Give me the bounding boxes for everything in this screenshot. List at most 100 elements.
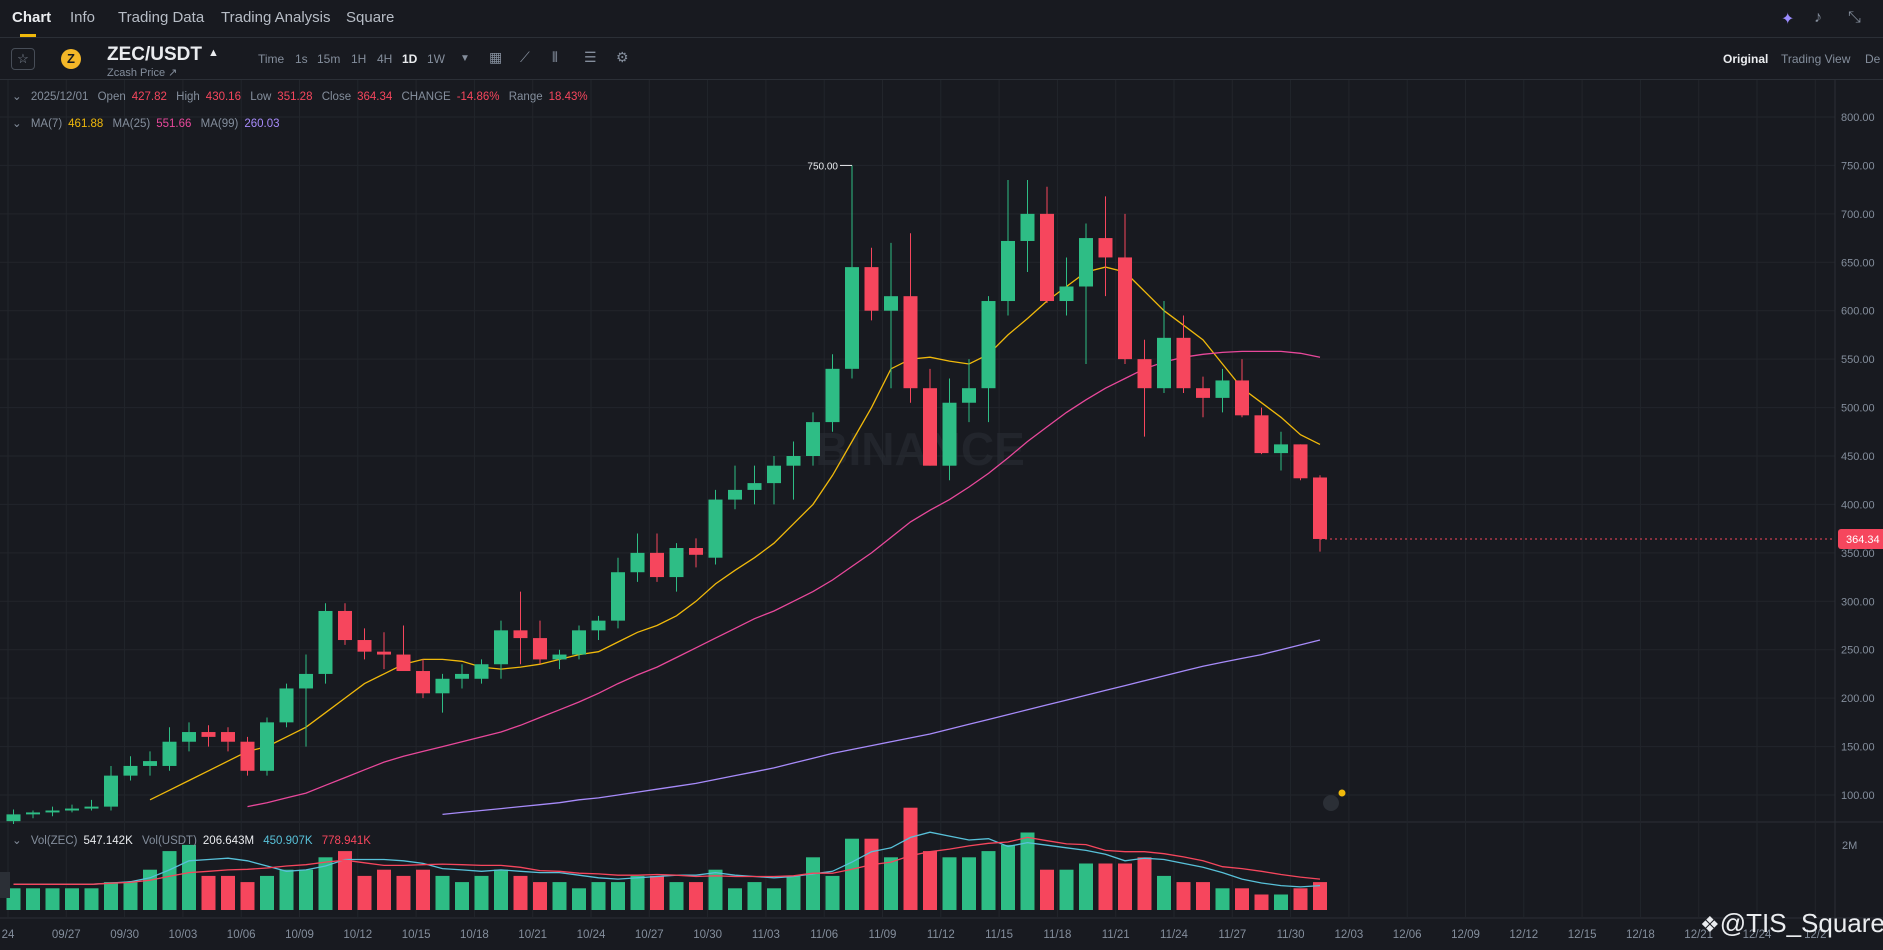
- timeframe-1h[interactable]: 1H: [351, 52, 367, 66]
- timeframe-1s[interactable]: 1s: [295, 52, 308, 66]
- date-tick-label: 11/09: [869, 929, 897, 941]
- volume-bar: [65, 888, 79, 910]
- bell-icon[interactable]: ♪: [1814, 9, 1822, 26]
- view-depth[interactable]: De: [1865, 52, 1881, 66]
- timeframe-1w[interactable]: 1W: [427, 52, 445, 66]
- ma7-value: 461.88: [68, 118, 104, 130]
- view-original[interactable]: Original: [1723, 52, 1769, 66]
- candle-body: [416, 671, 430, 694]
- ma-collapse-chevron-icon[interactable]: ⌄: [12, 118, 22, 130]
- calendar-icon[interactable]: ▦: [489, 49, 503, 65]
- open-label: Open: [97, 91, 126, 103]
- price-tick-label: 800.00: [1841, 112, 1875, 124]
- candle-body: [1079, 238, 1093, 287]
- candle-body: [923, 388, 937, 466]
- candle-body: [591, 620, 606, 631]
- volume-bar: [1079, 863, 1093, 910]
- collapse-icon[interactable]: ⤡: [1848, 9, 1861, 26]
- tab-info[interactable]: Info: [70, 9, 96, 26]
- pair-title[interactable]: ZEC/USDT: [107, 44, 202, 65]
- candle-body: [6, 814, 21, 822]
- timeframe-time[interactable]: Time: [258, 52, 285, 66]
- date-tick-label: 09/27: [52, 929, 81, 941]
- candle-body: [1293, 444, 1308, 479]
- candle-body: [552, 654, 567, 660]
- pair-dropdown-caret-icon[interactable]: ▲: [208, 47, 219, 59]
- volume-bar: [162, 851, 177, 910]
- date-tick-label: 12/21: [1684, 929, 1713, 941]
- candle-body: [1001, 240, 1015, 302]
- price-tick-label: 550.00: [1841, 354, 1875, 366]
- candle-body: [435, 678, 450, 694]
- date-tick-label: 11/21: [1102, 929, 1130, 941]
- ma99-value: 260.03: [244, 118, 280, 130]
- candle-body: [1137, 359, 1152, 389]
- volume-bar: [942, 857, 957, 910]
- candle-body: [786, 456, 801, 466]
- ai-sparkle-icon[interactable]: ✦: [1781, 11, 1795, 28]
- volume-bar: [396, 875, 411, 910]
- event-marker-dot: [1338, 789, 1346, 797]
- volume-bar: [650, 875, 664, 910]
- candle-body: [806, 422, 820, 456]
- volume-bar: [455, 882, 469, 910]
- ohlc-legend: ⌄ 2025/12/01 Open 427.82 High 430.16 Low 35…: [12, 89, 594, 103]
- more-timeframes-chevron-icon[interactable]: ▼: [460, 53, 470, 64]
- indicators-icon[interactable]: ⟋: [520, 49, 530, 65]
- candle-body: [708, 499, 723, 558]
- timeframe-1d[interactable]: 1D: [402, 52, 418, 66]
- tab-trading-analysis[interactable]: Trading Analysis: [221, 9, 331, 26]
- candle-type-icon[interactable]: ⫴: [552, 49, 558, 65]
- candle-body: [1040, 213, 1054, 302]
- exchange-watermark: BINANCE: [815, 423, 1025, 475]
- candle-body: [884, 296, 898, 311]
- date-tick-label: 11/03: [752, 929, 780, 941]
- candle-body: [221, 732, 235, 742]
- candle-body: [104, 775, 118, 807]
- range-label: Range: [508, 91, 543, 103]
- timeframe-15m[interactable]: 15m: [317, 52, 341, 66]
- candle-body: [1176, 337, 1191, 389]
- volume-bar: [728, 888, 742, 910]
- volume-bar: [747, 882, 762, 910]
- volume-bar: [377, 869, 391, 910]
- volume-bar: [884, 857, 898, 910]
- ma7-label: MA(7): [30, 118, 63, 130]
- candle-body: [260, 722, 274, 771]
- volume-bar: [123, 882, 138, 910]
- chart-settings-list-icon[interactable]: ☰: [584, 49, 597, 65]
- candle-body: [650, 552, 664, 578]
- candle-body: [533, 638, 547, 660]
- candle-body: [455, 673, 469, 679]
- candle-body: [162, 741, 177, 766]
- candle-body: [182, 732, 196, 742]
- favorite-star-icon[interactable]: ☆: [11, 48, 35, 70]
- view-trading-view[interactable]: Trading View: [1781, 52, 1851, 66]
- tab-trading-data[interactable]: Trading Data: [118, 9, 205, 26]
- change-label: CHANGE: [401, 91, 451, 103]
- volume-ma-lines: [13, 831, 1321, 888]
- vol-collapse-chevron-icon[interactable]: ⌄: [12, 835, 22, 847]
- vol-zec-value: 547.142K: [83, 835, 133, 847]
- timeframe-4h[interactable]: 4H: [377, 52, 393, 66]
- price-tick-label: 450.00: [1841, 451, 1875, 463]
- volume-bar: [1274, 894, 1288, 910]
- candles[interactable]: [6, 165, 1328, 825]
- pair-subtitle-link[interactable]: Zcash Price ↗: [107, 67, 178, 79]
- chart-annotations: 750.00 364.34: [0, 161, 1883, 898]
- volume-bar: [708, 869, 723, 910]
- ma25-label: MA(25): [112, 118, 151, 130]
- tab-chart[interactable]: Chart: [12, 9, 52, 26]
- candle-body: [611, 572, 625, 621]
- volume-bar: [513, 875, 528, 910]
- range-value: 18.43%: [548, 91, 588, 103]
- collapse-chevron-icon[interactable]: ⌄: [12, 91, 22, 103]
- volume-bar: [689, 882, 703, 910]
- gear-icon[interactable]: ⚙: [616, 49, 629, 65]
- date-tick-label: 24: [2, 929, 15, 941]
- date-axis: 24 09/27 09/30 10/03 10/06 10/09 10/12 10/15 10/…: [2, 929, 1827, 941]
- tab-square[interactable]: Square: [346, 9, 395, 26]
- date-tick-label: 10/15: [402, 929, 431, 941]
- top-nav: Chart Info Trading Data Trading Analysis…: [0, 0, 1883, 38]
